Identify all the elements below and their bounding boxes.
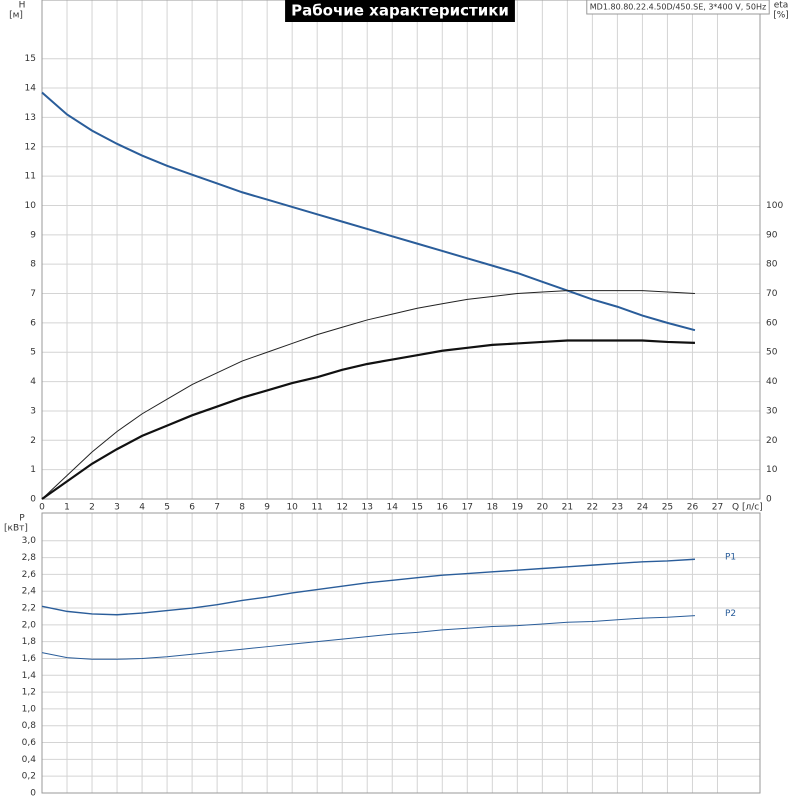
x-tick-label: 10 [286,503,298,513]
x-tick-label: 23 [612,503,623,513]
y-tick-label: 0 [30,789,36,799]
x-tick-label: 17 [462,503,473,513]
x-tick-label: 16 [437,503,449,513]
x-tick-label: 21 [562,503,573,513]
y-tick-label: 3 [30,406,36,416]
y-axis-label: H [19,1,26,11]
x-tick-label: 26 [687,503,699,513]
y-tick-label: 5 [30,348,36,358]
y-tick-label: 2,8 [22,553,37,563]
y2-tick-label: 80 [766,260,778,270]
x-tick-label: 2 [89,503,95,513]
y-tick-label: 2,4 [22,587,37,597]
y-tick-label: 2 [30,436,36,446]
x-tick-label: 6 [189,503,195,513]
title-box [285,0,515,22]
y-tick-label: 2,6 [22,570,37,580]
curve [41,339,695,500]
y-tick-label: 0,2 [22,772,36,782]
y2-tick-label: 0 [766,495,772,505]
x-tick-label: 0 [39,503,45,513]
y-tick-label: 13 [25,113,36,123]
y-tick-label: 7 [30,289,36,299]
x-tick-label: 7 [214,503,220,513]
model-label: MD1.80.80.22.4.50D/450.SE, 3*400 V, 50Hz [590,3,766,12]
y2-axis-label: eta [774,1,789,11]
y2-tick-label: 70 [766,289,778,299]
y2-tick-label: 60 [766,318,778,328]
y-tick-label: 10 [25,201,37,211]
y-tick-label: 1,2 [22,688,36,698]
y-tick-label: 11 [25,172,36,182]
y2-tick-label: 30 [766,406,778,416]
x-tick-label: 3 [114,503,120,513]
y-tick-label: 0,4 [22,755,37,765]
y2-tick-label: 90 [766,230,778,240]
x-tick-label: 20 [537,503,549,513]
curve [41,290,695,500]
y-axis-label: [кВт] [4,524,28,534]
plot-frame [41,512,761,794]
y-tick-label: 2,0 [22,620,37,630]
chart-title: Рабочие характеристики [291,2,509,20]
y-axis-label: [м] [9,11,23,21]
y-tick-label: 3,0 [22,536,37,546]
y-tick-label: 6 [30,318,36,328]
y-tick-label: 2,2 [22,604,36,614]
y-tick-label: 1 [30,465,36,475]
y-tick-label: 8 [30,260,36,270]
y-tick-label: 1,6 [22,654,37,664]
x-tick-label: 5 [164,503,170,513]
y-tick-label: 1,8 [22,637,37,647]
y2-tick-label: 20 [766,436,778,446]
x-tick-label: 14 [387,503,399,513]
y2-tick-label: 100 [766,201,783,211]
x-tick-label: 4 [139,503,145,513]
model-box [586,0,770,15]
x-tick-label: 27 [712,503,723,513]
y-tick-label: 1,0 [22,704,37,714]
y2-tick-label: 50 [766,348,778,358]
y2-tick-label: 10 [766,465,778,475]
curve [41,615,695,660]
x-tick-label: 11 [311,503,322,513]
x-tick-label: 13 [361,503,372,513]
y-tick-label: 15 [25,54,36,64]
x-tick-label: 9 [264,503,270,513]
x-tick-label: 24 [637,503,649,513]
curve-label: P1 [725,553,736,563]
y-tick-label: 14 [25,84,37,94]
x-tick-label: 25 [662,503,673,513]
y-tick-label: 0,6 [22,738,37,748]
y-tick-label: 9 [30,230,36,240]
x-axis-label: Q [л/с] [732,503,763,513]
y2-tick-label: 40 [766,377,778,387]
y-axis-label: P [19,514,25,524]
curve [41,91,696,332]
x-tick-label: 22 [587,503,598,513]
x-tick-label: 12 [336,503,347,513]
x-tick-label: 8 [239,503,245,513]
plot-frame [41,0,761,500]
y-tick-label: 0,8 [22,721,37,731]
x-tick-label: 18 [487,503,499,513]
y2-axis-label: [%] [773,11,789,21]
y-tick-label: 4 [30,377,36,387]
y-tick-label: 0 [30,495,36,505]
y-tick-label: 1,4 [22,671,37,681]
y-tick-label: 12 [25,142,36,152]
curve [41,558,695,616]
x-tick-label: 1 [64,503,70,513]
curve-label: P2 [725,609,736,619]
x-tick-label: 19 [512,503,524,513]
x-tick-label: 15 [412,503,423,513]
